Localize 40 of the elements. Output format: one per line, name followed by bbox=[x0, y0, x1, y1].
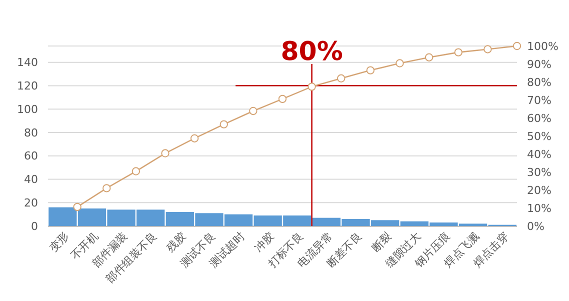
point bbox=[308, 82, 316, 91]
y-tick-label: 140 bbox=[17, 56, 38, 70]
y2-tick-label: 30% bbox=[527, 166, 552, 179]
x-tick-label: 残胶 bbox=[164, 230, 189, 254]
y-tick-label: 100 bbox=[17, 102, 38, 116]
y2-tick-label: 40% bbox=[527, 148, 552, 161]
point bbox=[337, 74, 346, 82]
y2-tick-label: 10% bbox=[527, 202, 552, 215]
y-tick-label: 120 bbox=[17, 80, 38, 93]
y2-tick-label: 70% bbox=[527, 94, 552, 107]
point bbox=[73, 202, 82, 212]
point bbox=[424, 53, 434, 62]
y2-tick-label: 50% bbox=[527, 130, 552, 143]
point bbox=[132, 167, 140, 176]
y2-tick-label: 0% bbox=[527, 220, 544, 233]
point bbox=[161, 149, 170, 158]
x-tick-label: 变形 bbox=[46, 230, 72, 254]
y-tick-label: 60 bbox=[24, 150, 38, 163]
y2-tick-label: 90% bbox=[527, 58, 552, 71]
point bbox=[190, 134, 199, 142]
x-tick-label: 断裂 bbox=[369, 230, 394, 254]
y-tick-label: 0 bbox=[31, 220, 38, 233]
point bbox=[249, 106, 258, 116]
y2-tick-label: 100% bbox=[527, 40, 558, 53]
point bbox=[512, 42, 522, 50]
point bbox=[366, 66, 375, 74]
point bbox=[396, 59, 404, 68]
y2-tick-label: 20% bbox=[527, 184, 552, 197]
point bbox=[220, 120, 228, 128]
y-tick-label: 80 bbox=[24, 126, 38, 140]
x-tick-label: 冲胶 bbox=[252, 230, 277, 254]
y2-tick-label: 80% bbox=[527, 76, 552, 89]
point bbox=[484, 45, 492, 54]
point bbox=[278, 94, 287, 104]
y2-tick-label: 60% bbox=[527, 112, 552, 125]
annotation: 80% bbox=[280, 37, 343, 67]
point bbox=[454, 48, 462, 56]
point bbox=[102, 184, 111, 192]
y-tick-label: 20 bbox=[24, 196, 38, 210]
y-tick-label: 40 bbox=[24, 173, 38, 186]
